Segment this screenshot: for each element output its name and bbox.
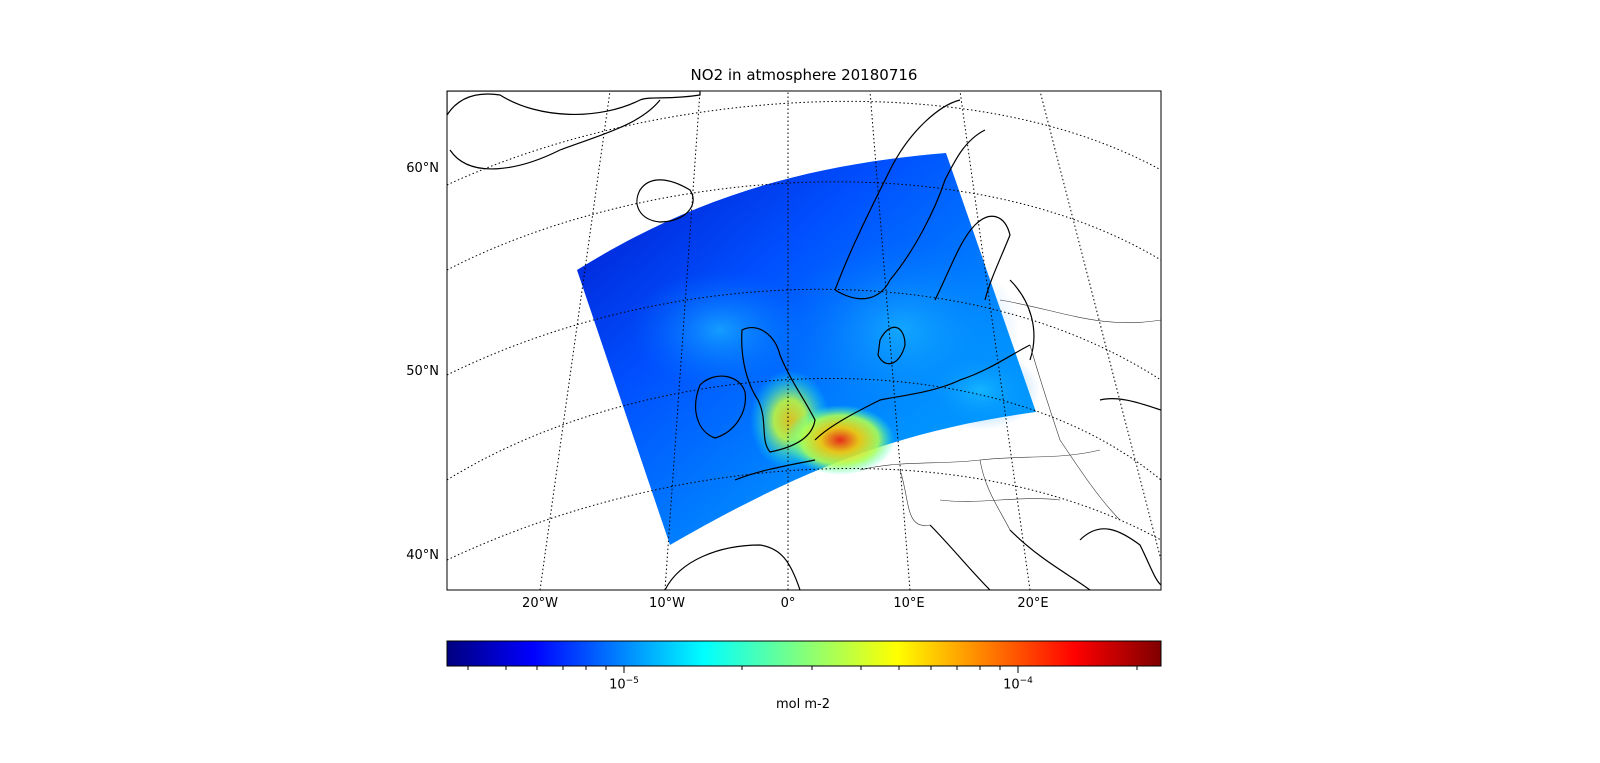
colorbar-tick-label-1e-4: 10−4 [1003,676,1033,693]
lon-label-20e: 20°E [1017,596,1049,611]
coastlines [447,91,1161,590]
map-frame [446,90,1162,591]
lon-label-0: 0° [780,596,796,611]
colorbar-units-label: mol m-2 [776,697,830,712]
graticule [447,91,1161,590]
lat-label-60n: 60°N [406,161,439,176]
lon-label-10e: 10°E [893,596,925,611]
no2-hotspot-benelux [785,405,895,475]
colorbar-tick-label-1e-5: 10−5 [609,676,639,693]
country-borders [859,299,1161,531]
colorbar [446,640,1162,667]
map-title: NO2 in atmosphere 20180716 [690,66,918,84]
lon-label-10w: 10°W [649,596,685,611]
lon-label-20w: 20°W [522,596,558,611]
lat-label-40n: 40°N [406,548,439,563]
lat-label-50n: 50°N [406,364,439,379]
colorbar-ticks [467,666,1138,673]
